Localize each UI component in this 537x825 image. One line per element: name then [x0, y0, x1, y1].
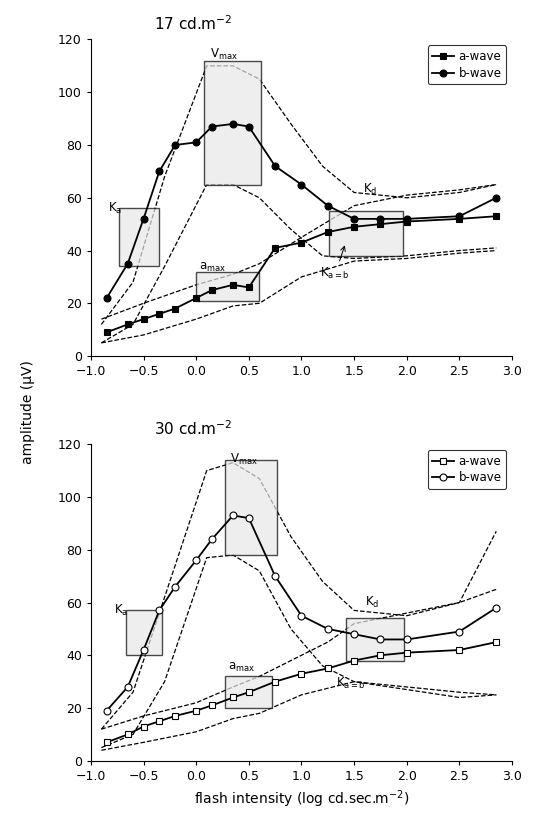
Bar [346, 619, 404, 661]
a-wave [377, 219, 383, 229]
a-wave [156, 309, 163, 318]
b-wave [377, 634, 383, 644]
b-wave [298, 180, 304, 190]
b-wave [351, 214, 357, 224]
b-wave [456, 627, 463, 637]
Bar [204, 60, 262, 185]
b-wave [272, 571, 278, 581]
b-wave [193, 555, 199, 565]
a-wave [324, 663, 331, 673]
b-wave [209, 535, 215, 544]
Bar [126, 610, 163, 655]
b-wave [125, 259, 131, 269]
Text: 30 cd.m$^{-2}$: 30 cd.m$^{-2}$ [154, 419, 232, 438]
a-wave [456, 645, 463, 655]
Text: K$_{\mathrm{a}}$: K$_{\mathrm{a}}$ [114, 602, 128, 618]
b-wave [140, 214, 147, 224]
Text: V$_{\mathrm{max}}$: V$_{\mathrm{max}}$ [230, 452, 258, 467]
Bar [119, 209, 159, 266]
a-wave [209, 700, 215, 710]
b-wave [104, 293, 110, 303]
b-wave [351, 629, 357, 639]
a-wave [125, 319, 131, 329]
X-axis label: flash intensity (log cd.sec.m$^{-2}$): flash intensity (log cd.sec.m$^{-2}$) [194, 789, 409, 810]
a-wave [245, 282, 252, 292]
b-wave [493, 603, 499, 613]
Text: K$_{\mathrm{d}}$: K$_{\mathrm{d}}$ [365, 595, 379, 610]
a-wave [403, 648, 410, 658]
a-wave [298, 669, 304, 679]
b-wave [298, 610, 304, 620]
Legend: a-wave, b-wave: a-wave, b-wave [428, 450, 506, 489]
Text: K$_{\mathrm{a}}$: K$_{\mathrm{a}}$ [108, 200, 122, 215]
Text: 17 cd.m$^{-2}$: 17 cd.m$^{-2}$ [154, 15, 232, 33]
a-wave [140, 722, 147, 732]
b-wave [377, 214, 383, 224]
a-wave [272, 676, 278, 686]
a-wave [324, 227, 331, 237]
Line: a-wave: a-wave [103, 213, 500, 336]
b-wave [172, 140, 178, 150]
a-wave [209, 285, 215, 295]
Text: V$_{\mathrm{max}}$: V$_{\mathrm{max}}$ [210, 47, 238, 63]
b-wave [403, 214, 410, 224]
a-wave [245, 687, 252, 697]
a-wave [377, 650, 383, 660]
b-wave [209, 121, 215, 131]
a-wave [351, 656, 357, 666]
Line: b-wave: b-wave [103, 512, 500, 714]
a-wave [230, 692, 236, 702]
b-wave [456, 211, 463, 221]
a-wave [193, 293, 199, 303]
a-wave [125, 729, 131, 739]
a-wave [456, 214, 463, 224]
b-wave [172, 582, 178, 592]
a-wave [351, 222, 357, 232]
a-wave [493, 211, 499, 221]
a-wave [493, 637, 499, 647]
Bar [224, 460, 277, 555]
b-wave [140, 645, 147, 655]
a-wave [104, 328, 110, 337]
b-wave [245, 513, 252, 523]
b-wave [324, 624, 331, 634]
a-wave [230, 280, 236, 290]
a-wave [298, 238, 304, 248]
b-wave [272, 161, 278, 171]
b-wave [193, 138, 199, 148]
b-wave [230, 119, 236, 129]
Bar [224, 676, 272, 708]
a-wave [156, 716, 163, 726]
Text: a$_{\mathrm{max}}$: a$_{\mathrm{max}}$ [199, 261, 226, 274]
b-wave [104, 705, 110, 715]
b-wave [156, 606, 163, 615]
a-wave [193, 705, 199, 715]
a-wave [403, 216, 410, 226]
b-wave [403, 634, 410, 644]
b-wave [245, 121, 252, 131]
Legend: a-wave, b-wave: a-wave, b-wave [428, 45, 506, 84]
Bar [196, 271, 259, 300]
Line: a-wave: a-wave [103, 639, 500, 746]
b-wave [125, 682, 131, 692]
Bar [329, 211, 403, 256]
a-wave [104, 738, 110, 747]
b-wave [493, 193, 499, 203]
b-wave [324, 200, 331, 210]
Line: b-wave: b-wave [103, 120, 500, 301]
a-wave [172, 711, 178, 721]
a-wave [140, 314, 147, 324]
b-wave [156, 167, 163, 177]
a-wave [272, 243, 278, 252]
Text: amplitude (μV): amplitude (μV) [21, 361, 35, 464]
b-wave [230, 511, 236, 521]
Text: K$_{\mathrm{a=b}}$: K$_{\mathrm{a=b}}$ [336, 676, 366, 691]
Text: a$_{\mathrm{max}}$: a$_{\mathrm{max}}$ [228, 661, 255, 674]
a-wave [172, 304, 178, 314]
Text: K$_{\mathrm{a=b}}$: K$_{\mathrm{a=b}}$ [321, 247, 350, 281]
Text: K$_{\mathrm{d}}$: K$_{\mathrm{d}}$ [362, 182, 377, 197]
